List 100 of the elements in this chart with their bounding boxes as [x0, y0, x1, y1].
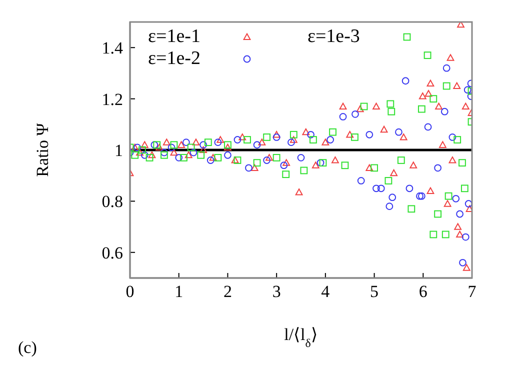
point [300, 166, 308, 174]
point [209, 154, 217, 161]
point [282, 159, 290, 166]
point [170, 141, 178, 149]
point [424, 90, 432, 97]
point [386, 202, 394, 210]
point [272, 134, 280, 141]
point [200, 146, 207, 154]
point [426, 80, 434, 86]
point [238, 134, 246, 140]
point [253, 141, 261, 149]
point [148, 151, 156, 158]
x-tick-label: 5 [370, 282, 379, 302]
point [140, 141, 148, 148]
y-tick-label: 1.2 [102, 90, 123, 109]
point [290, 130, 298, 138]
point [397, 156, 405, 164]
point [288, 138, 295, 146]
point [395, 128, 402, 136]
point [290, 136, 298, 143]
point [462, 233, 470, 241]
point [332, 156, 339, 164]
point [282, 170, 290, 178]
point [442, 230, 450, 238]
y-tick-label: 0.6 [102, 243, 123, 262]
point [346, 130, 354, 138]
point [316, 159, 324, 166]
point [326, 136, 334, 144]
text: (c) [18, 338, 37, 358]
point [140, 151, 148, 159]
point [418, 192, 426, 200]
point [442, 82, 450, 90]
point [214, 154, 222, 162]
point [322, 138, 330, 146]
point [408, 205, 416, 213]
x-tick-label: 6 [418, 282, 428, 302]
point [170, 148, 178, 156]
point [250, 164, 258, 171]
point [214, 138, 222, 146]
point [200, 141, 207, 149]
point [424, 123, 432, 131]
point [224, 144, 232, 150]
point [356, 105, 364, 112]
point [372, 102, 380, 110]
point [434, 164, 442, 172]
point [312, 162, 320, 168]
point [460, 184, 468, 192]
point [153, 141, 161, 149]
point [444, 192, 452, 200]
x-tick-label: 7 [468, 282, 477, 302]
point [357, 177, 365, 184]
y-tick-label: 1.4 [102, 38, 124, 58]
point [180, 154, 188, 162]
legend-label: ε=1e-3 [307, 26, 360, 48]
point [446, 54, 454, 61]
point [453, 82, 461, 90]
point [272, 154, 280, 162]
point [245, 164, 252, 172]
point [263, 134, 270, 141]
point [224, 151, 232, 159]
point [372, 184, 380, 192]
point [380, 126, 388, 133]
point [160, 151, 168, 159]
point [352, 110, 359, 118]
point [402, 77, 410, 85]
point [418, 105, 426, 113]
point [406, 184, 414, 192]
point [360, 102, 368, 110]
point [456, 230, 464, 238]
y-tick-label: 1 [114, 141, 123, 160]
point [168, 144, 176, 152]
point [386, 100, 394, 108]
point [307, 130, 314, 138]
point [466, 205, 472, 212]
point [418, 92, 426, 100]
point [388, 108, 396, 116]
point [160, 148, 168, 156]
point [339, 113, 347, 120]
point [206, 156, 214, 164]
point [231, 156, 239, 164]
point [454, 136, 462, 144]
point [370, 164, 378, 172]
point [448, 134, 456, 141]
point [253, 159, 261, 166]
point [187, 144, 195, 152]
y-tick-label: 0.8 [102, 192, 123, 212]
point [297, 154, 305, 162]
point [457, 22, 464, 28]
point [192, 138, 200, 146]
point [190, 148, 198, 156]
point [440, 108, 448, 116]
legend-label: ε=1e-1 [148, 26, 200, 48]
point [162, 138, 170, 146]
point [430, 95, 438, 102]
point [464, 86, 472, 94]
point [302, 128, 310, 136]
point [263, 156, 270, 164]
point [434, 210, 442, 218]
point [430, 230, 438, 238]
point [384, 177, 392, 184]
